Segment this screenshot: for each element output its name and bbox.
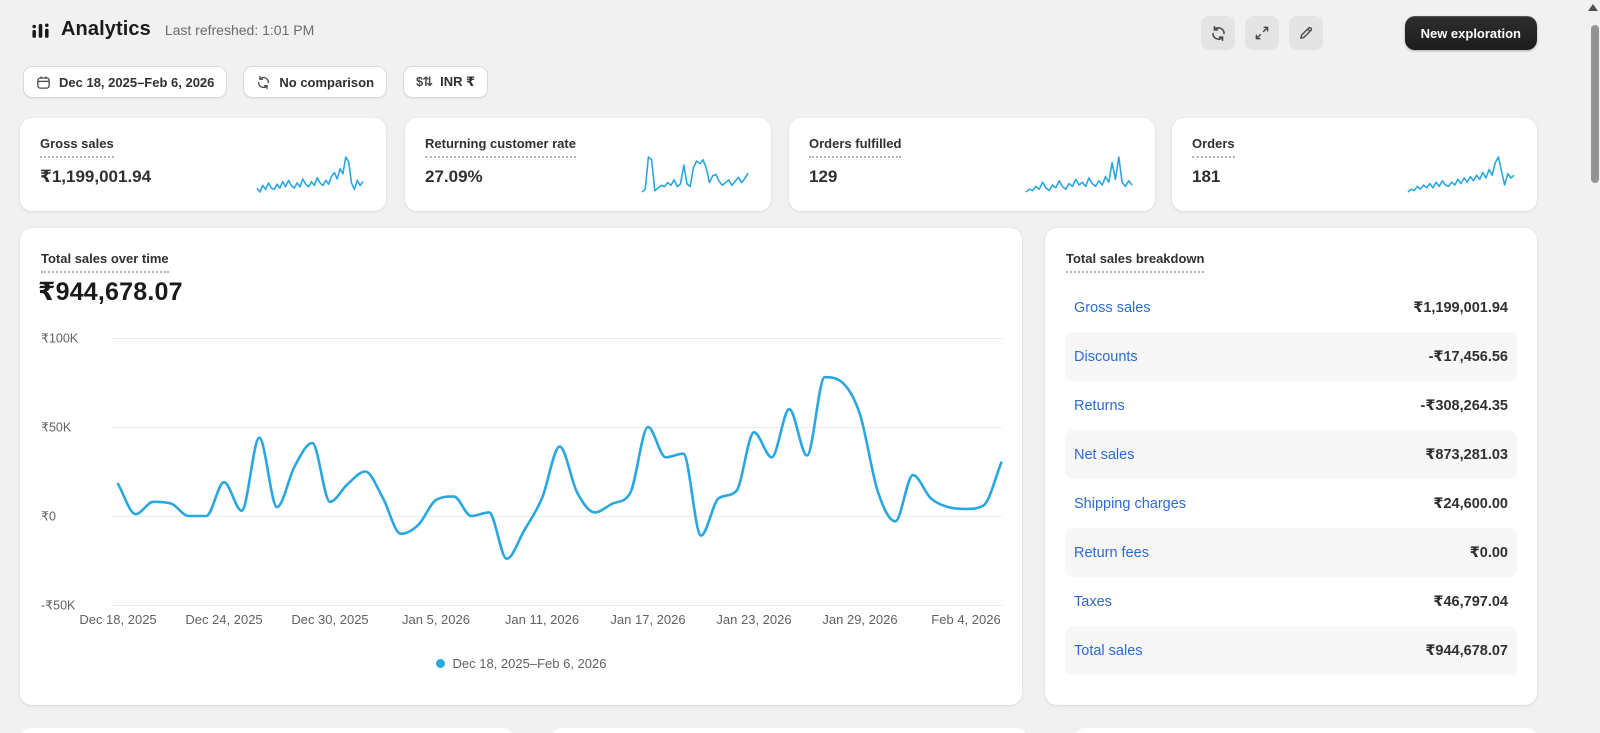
last-refreshed-text: Last refreshed: 1:01 PM [164, 21, 315, 38]
breakdown-row-value: ₹873,281.03 [1425, 446, 1508, 463]
analytics-logo-icon [30, 19, 51, 40]
metric-value: 129 [809, 167, 838, 186]
x-axis-label: Feb 4, 2026 [931, 612, 1001, 627]
breakdown-row: Return fees ₹0.00 [1065, 528, 1517, 577]
metric-sparkline [256, 156, 364, 193]
breakdown-row: Taxes ₹46,797.04 [1065, 577, 1517, 626]
breakdown-row-value: ₹1,199,001.94 [1413, 299, 1508, 316]
pencil-icon [1298, 25, 1314, 41]
page-title: Analytics [61, 18, 151, 40]
x-axis-label: Dec 24, 2025 [185, 612, 263, 627]
calendar-icon [36, 75, 51, 90]
metric-card[interactable]: Returning customer rate 27.09% [405, 118, 771, 211]
breakdown-row-value: -₹308,264.35 [1420, 397, 1509, 414]
metric-value: 181 [1192, 167, 1221, 186]
next-row-card-stub [1075, 728, 1537, 733]
comparison-label: No comparison [279, 74, 375, 90]
refresh-icon [1210, 25, 1227, 42]
metric-sparkline [1407, 156, 1515, 193]
breakdown-row: Net sales ₹873,281.03 [1065, 430, 1517, 479]
date-range-picker[interactable]: Dec 18, 2025–Feb 6, 2026 [23, 66, 228, 98]
gridline [112, 516, 1002, 517]
breakdown-table: Gross sales ₹1,199,001.94 Discounts -₹17… [1065, 283, 1517, 675]
date-range-label: Dec 18, 2025–Feb 6, 2026 [59, 74, 215, 90]
total-sales-breakdown-card: Total sales breakdown Gross sales ₹1,199… [1045, 228, 1537, 705]
x-axis-label: Jan 17, 2026 [610, 612, 686, 627]
edit-button[interactable] [1289, 16, 1323, 50]
gridline [112, 338, 1002, 339]
x-axis-label: Dec 18, 2025 [79, 612, 157, 627]
x-axis-label: Jan 11, 2026 [504, 612, 580, 627]
filter-bar: Dec 18, 2025–Feb 6, 2026 No comparison $… [23, 66, 489, 98]
comparison-picker[interactable]: No comparison [243, 66, 388, 98]
breakdown-row: Returns -₹308,264.35 [1065, 381, 1517, 430]
next-row-card-stub [20, 728, 513, 733]
breakdown-row: Discounts -₹17,456.56 [1065, 332, 1517, 381]
breakdown-row-link[interactable]: Total sales [1074, 642, 1143, 659]
breakdown-row: Total sales ₹944,678.07 [1065, 626, 1517, 675]
breakdown-row-link[interactable]: Taxes [1074, 593, 1112, 610]
breakdown-row-value: ₹0.00 [1469, 544, 1508, 561]
metric-title[interactable]: Returning customer rate [425, 136, 576, 158]
y-axis-label: -₹50K [41, 598, 76, 613]
breakdown-row-link[interactable]: Net sales [1074, 446, 1135, 463]
breakdown-row: Shipping charges ₹24,600.00 [1065, 479, 1517, 528]
breakdown-row-value: ₹46,797.04 [1433, 593, 1508, 610]
currency-picker[interactable]: $⇅ INR ₹ [403, 66, 489, 98]
x-axis-label: Jan 29, 2026 [822, 612, 898, 627]
currency-exchange-icon: $⇅ [416, 74, 433, 89]
metric-sparkline [1025, 156, 1133, 193]
x-axis-label: Dec 30, 2025 [291, 612, 369, 627]
expand-button[interactable] [1245, 16, 1279, 50]
next-row-card-stub [552, 728, 1027, 733]
gridline [112, 605, 1002, 606]
metric-card[interactable]: Orders fulfilled 129 [789, 118, 1155, 211]
breakdown-row-link[interactable]: Shipping charges [1074, 495, 1187, 512]
breakdown-row-link[interactable]: Return fees [1074, 544, 1149, 561]
y-axis-label: ₹100K [41, 331, 79, 346]
metric-value: ₹1,199,001.94 [40, 167, 152, 186]
page-header: Analytics Last refreshed: 1:01 PM [30, 18, 314, 41]
gridline [112, 427, 1002, 428]
y-axis-label: ₹0 [41, 509, 56, 524]
legend-dot [435, 659, 445, 668]
metric-title[interactable]: Orders [1192, 136, 1235, 158]
x-axis-label: Jan 23, 2026 [716, 612, 792, 627]
sales-line-chart[interactable] [100, 330, 1010, 612]
chart-legend: Dec 18, 2025–Feb 6, 2026 [20, 656, 1022, 671]
currency-label: INR ₹ [440, 74, 476, 89]
breakdown-row-value: ₹944,678.07 [1425, 642, 1508, 659]
total-sales-chart-card: Total sales over time ₹944,678.07 ₹100K ₹… [20, 228, 1022, 705]
breakdown-row: Gross sales ₹1,199,001.94 [1065, 283, 1517, 332]
legend-label: Dec 18, 2025–Feb 6, 2026 [452, 656, 607, 671]
breakdown-row-value: ₹24,600.00 [1433, 495, 1508, 512]
scrollbar-up-arrow[interactable] [1588, 4, 1598, 11]
breakdown-row-link[interactable]: Gross sales [1074, 299, 1151, 316]
metric-card[interactable]: Orders 181 [1172, 118, 1537, 211]
refresh-button[interactable] [1201, 16, 1235, 50]
breakdown-row-link[interactable]: Discounts [1074, 348, 1138, 365]
breakdown-row-link[interactable]: Returns [1074, 397, 1125, 414]
metric-card[interactable]: Gross sales ₹1,199,001.94 [20, 118, 386, 211]
metric-value: 27.09% [425, 167, 483, 186]
metric-sparkline [641, 156, 749, 193]
new-exploration-button[interactable]: New exploration [1404, 16, 1537, 50]
expand-icon [1254, 25, 1270, 41]
metric-title[interactable]: Orders fulfilled [809, 136, 902, 158]
chart-title[interactable]: Total sales over time [41, 251, 169, 273]
metric-title[interactable]: Gross sales [40, 136, 114, 158]
comparison-icon [256, 75, 271, 90]
x-axis-label: Jan 5, 2026 [402, 612, 470, 627]
breakdown-title[interactable]: Total sales breakdown [1066, 251, 1205, 273]
chart-total-value: ₹944,678.07 [38, 278, 183, 306]
scrollbar-thumb[interactable] [1591, 25, 1599, 183]
breakdown-row-value: -₹17,456.56 [1428, 348, 1508, 365]
y-axis-label: ₹50K [41, 420, 72, 435]
